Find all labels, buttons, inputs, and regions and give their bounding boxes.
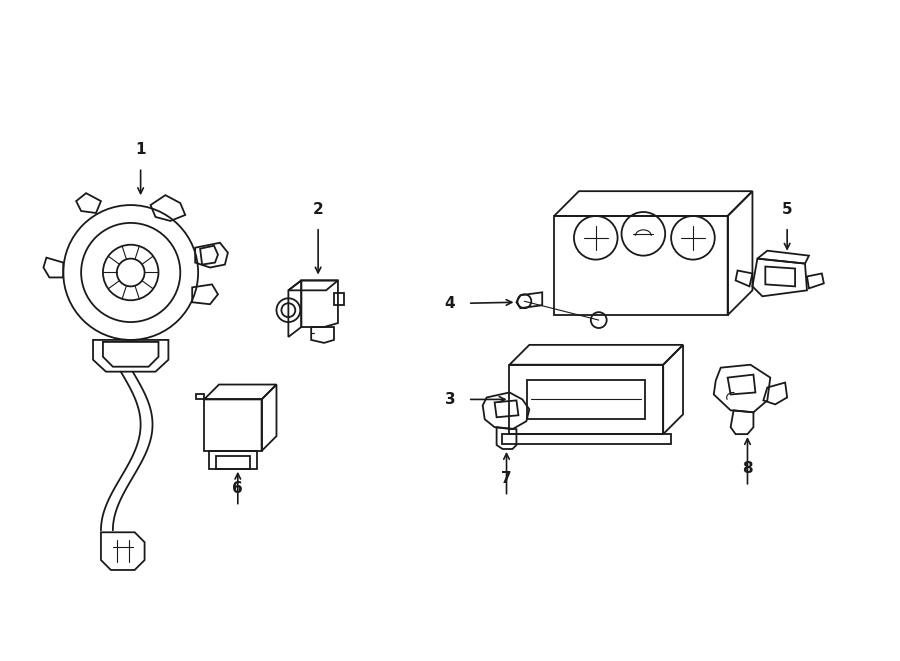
Text: 1: 1 <box>135 142 146 157</box>
Text: 3: 3 <box>445 392 455 407</box>
Text: 2: 2 <box>312 202 323 217</box>
Text: 6: 6 <box>232 481 243 496</box>
Text: 8: 8 <box>742 461 752 477</box>
Text: 7: 7 <box>501 471 512 486</box>
Text: 4: 4 <box>445 295 455 311</box>
Text: 5: 5 <box>782 202 793 217</box>
